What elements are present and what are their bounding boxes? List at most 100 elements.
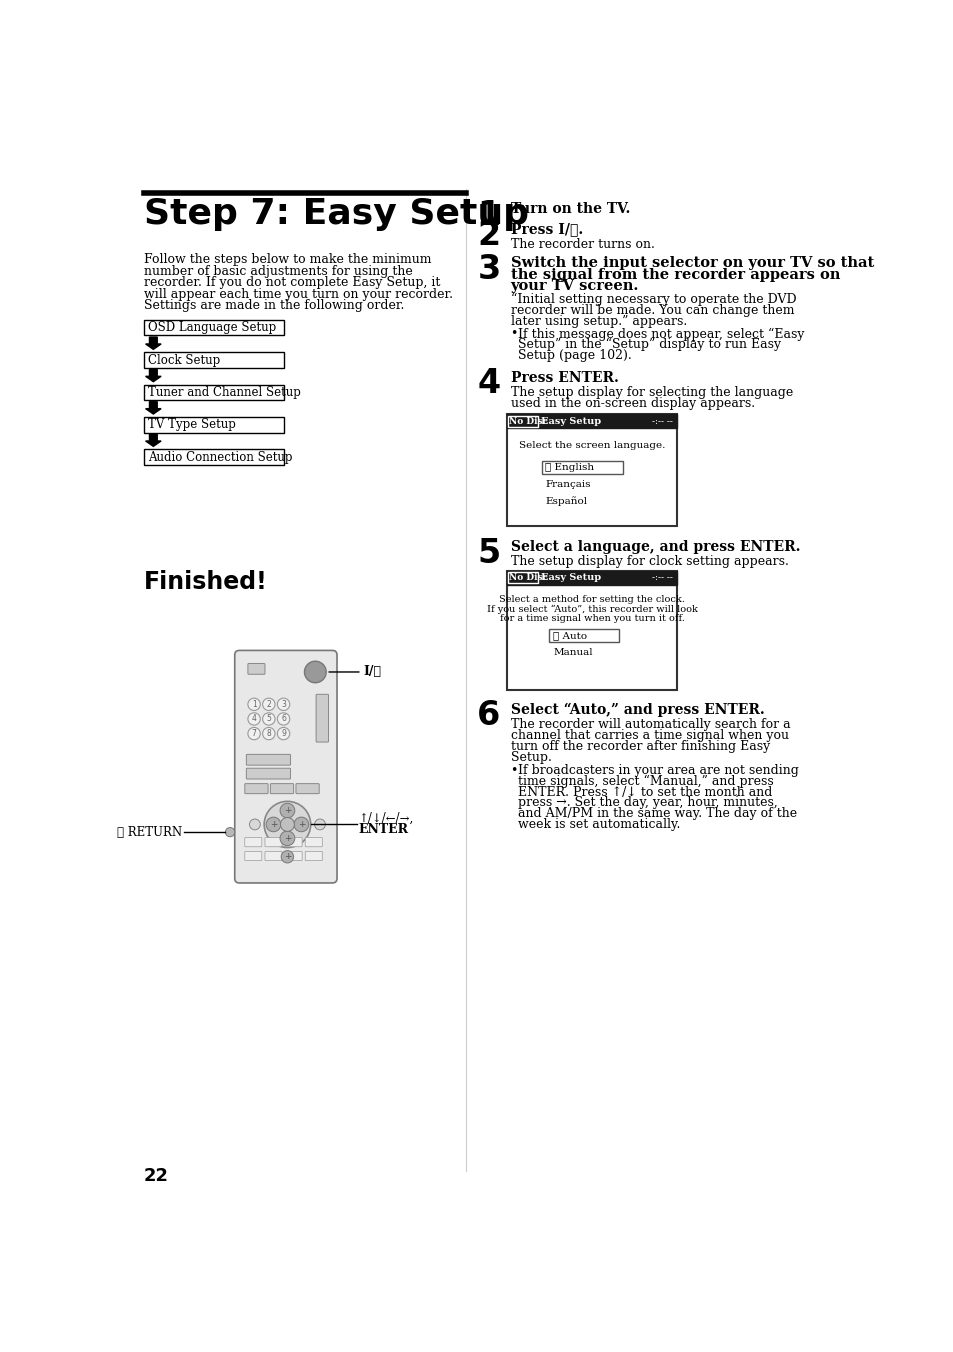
- Text: Español: Español: [545, 496, 587, 506]
- FancyBboxPatch shape: [234, 650, 336, 883]
- Bar: [549, 629, 618, 642]
- Bar: [506, 571, 677, 690]
- Circle shape: [280, 818, 294, 831]
- Text: Press ENTER.: Press ENTER.: [510, 370, 618, 384]
- Circle shape: [266, 817, 280, 831]
- Polygon shape: [146, 434, 161, 446]
- Text: Audio Connection Setup: Audio Connection Setup: [148, 450, 293, 464]
- Text: TV Type Setup: TV Type Setup: [148, 418, 235, 431]
- Text: Select a language, and press ENTER.: Select a language, and press ENTER.: [510, 539, 800, 554]
- Text: Select the screen language.: Select the screen language.: [518, 441, 664, 450]
- Text: I/⏻: I/⏻: [363, 665, 381, 679]
- Text: 4: 4: [252, 714, 256, 723]
- Circle shape: [262, 713, 274, 725]
- Text: press →. Set the day, year, hour, minutes,: press →. Set the day, year, hour, minute…: [517, 796, 778, 810]
- Text: No Disc: No Disc: [509, 416, 548, 426]
- Text: Finished!: Finished!: [144, 571, 268, 595]
- Circle shape: [264, 802, 311, 848]
- Circle shape: [280, 831, 294, 845]
- Text: number of basic adjustments for using the: number of basic adjustments for using th…: [144, 265, 413, 277]
- Circle shape: [248, 698, 260, 711]
- Text: 6: 6: [281, 714, 286, 723]
- Text: The setup display for selecting the language: The setup display for selecting the lang…: [510, 385, 792, 399]
- Text: Follow the steps below to make the minimum: Follow the steps below to make the minim…: [144, 253, 431, 266]
- Text: +: +: [283, 852, 291, 861]
- Text: 7: 7: [252, 729, 256, 738]
- Text: The recorder will automatically search for a: The recorder will automatically search f…: [510, 718, 789, 731]
- Text: the signal from the recorder appears on: the signal from the recorder appears on: [510, 268, 840, 281]
- Text: recorder will be made. You can change them: recorder will be made. You can change th…: [510, 304, 793, 316]
- Text: week is set automatically.: week is set automatically.: [517, 818, 680, 831]
- Text: No Disc: No Disc: [509, 573, 548, 583]
- Text: 22: 22: [144, 1167, 169, 1184]
- Text: OSD Language Setup: OSD Language Setup: [148, 322, 275, 334]
- Text: Turn on the TV.: Turn on the TV.: [510, 203, 629, 216]
- FancyBboxPatch shape: [295, 784, 319, 794]
- Text: If broadcasters in your area are not sending: If broadcasters in your area are not sen…: [517, 764, 799, 777]
- Circle shape: [304, 661, 326, 683]
- Bar: [144, 353, 283, 368]
- Text: your TV screen.: your TV screen.: [510, 280, 639, 293]
- Text: •: •: [510, 764, 517, 777]
- Text: Clock Setup: Clock Setup: [148, 354, 220, 366]
- Text: Settings are made in the following order.: Settings are made in the following order…: [144, 299, 404, 312]
- Text: -:-- --: -:-- --: [652, 573, 673, 583]
- FancyBboxPatch shape: [246, 754, 291, 765]
- Polygon shape: [146, 337, 161, 349]
- Text: Setup.: Setup.: [510, 752, 551, 764]
- FancyBboxPatch shape: [248, 664, 265, 675]
- Text: +: +: [297, 819, 305, 829]
- FancyBboxPatch shape: [270, 784, 294, 794]
- Text: The recorder turns on.: The recorder turns on.: [510, 238, 654, 250]
- Circle shape: [314, 819, 325, 830]
- Bar: [144, 418, 283, 433]
- Bar: [144, 385, 283, 400]
- Polygon shape: [146, 402, 161, 414]
- FancyBboxPatch shape: [245, 837, 261, 846]
- Text: turn off the recorder after finishing Easy: turn off the recorder after finishing Ea…: [510, 740, 769, 753]
- Text: -:-- --: -:-- --: [652, 416, 673, 426]
- Text: +: +: [270, 819, 277, 829]
- Circle shape: [262, 698, 274, 711]
- Text: used in the on-screen display appears.: used in the on-screen display appears.: [510, 397, 754, 410]
- FancyBboxPatch shape: [245, 852, 261, 861]
- Text: Easy Setup: Easy Setup: [540, 573, 600, 583]
- Text: ↑/↓/←/→,: ↑/↓/←/→,: [358, 811, 414, 825]
- FancyBboxPatch shape: [305, 852, 322, 861]
- Bar: [541, 461, 622, 473]
- Text: for a time signal when you turn it off.: for a time signal when you turn it off.: [499, 614, 683, 623]
- Text: +: +: [283, 834, 291, 842]
- Text: 1: 1: [476, 199, 500, 233]
- Text: Press I/⏻.: Press I/⏻.: [510, 222, 582, 237]
- Text: ✓ English: ✓ English: [545, 462, 594, 472]
- FancyBboxPatch shape: [305, 837, 322, 846]
- Text: 5: 5: [476, 537, 500, 569]
- Text: 3: 3: [281, 700, 286, 708]
- Text: time signals, select “Manual,” and press: time signals, select “Manual,” and press: [517, 775, 773, 788]
- Text: Manual: Manual: [553, 648, 592, 657]
- Text: Step 7: Easy Setup: Step 7: Easy Setup: [144, 197, 529, 231]
- Circle shape: [277, 698, 290, 711]
- Text: Select a method for setting the clock.: Select a method for setting the clock.: [498, 595, 684, 604]
- Text: Select “Auto,” and press ENTER.: Select “Auto,” and press ENTER.: [510, 703, 763, 717]
- Text: 1: 1: [252, 700, 256, 708]
- Text: and AM/PM in the same way. The day of the: and AM/PM in the same way. The day of th…: [517, 807, 797, 821]
- Text: will appear each time you turn on your recorder.: will appear each time you turn on your r…: [144, 288, 453, 300]
- Text: If you select “Auto”, this recorder will look: If you select “Auto”, this recorder will…: [486, 604, 697, 614]
- Bar: [144, 449, 283, 465]
- Text: Setup” in the “Setup” display to run Easy: Setup” in the “Setup” display to run Eas…: [517, 338, 781, 352]
- Text: +: +: [283, 806, 291, 815]
- Text: “Initial setting necessary to operate the DVD: “Initial setting necessary to operate th…: [510, 292, 796, 306]
- Text: ENTER. Press ↑/↓ to set the month and: ENTER. Press ↑/↓ to set the month and: [517, 786, 772, 799]
- Text: The setup display for clock setting appears.: The setup display for clock setting appe…: [510, 556, 788, 568]
- Circle shape: [280, 803, 294, 818]
- Text: Switch the input selector on your TV so that: Switch the input selector on your TV so …: [510, 256, 873, 270]
- Polygon shape: [146, 369, 161, 381]
- Bar: [508, 416, 537, 427]
- Text: recorder. If you do not complete Easy Setup, it: recorder. If you do not complete Easy Se…: [144, 276, 440, 289]
- FancyBboxPatch shape: [265, 852, 282, 861]
- Circle shape: [249, 819, 260, 830]
- Circle shape: [277, 713, 290, 725]
- Text: 8: 8: [266, 729, 271, 738]
- Text: 4: 4: [476, 368, 500, 400]
